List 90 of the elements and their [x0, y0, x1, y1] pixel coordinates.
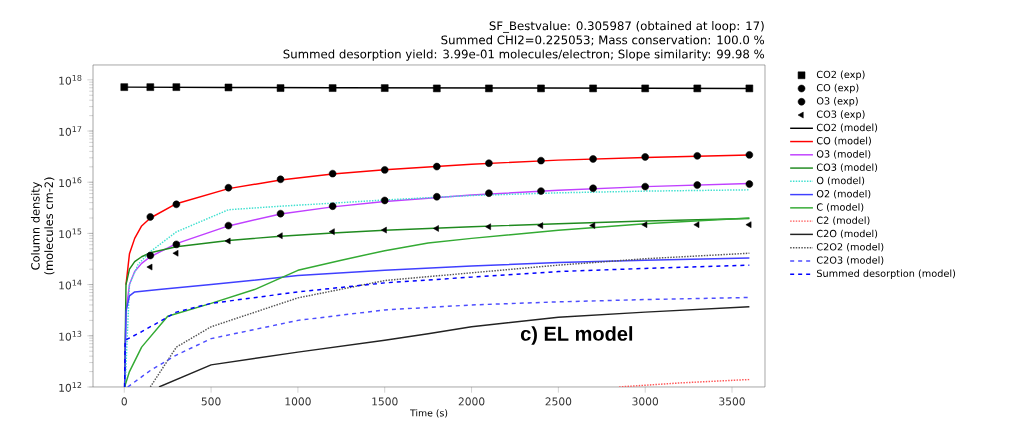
- point: [224, 83, 233, 92]
- y-tick-label: 10$^{16}$: [59, 177, 82, 188]
- point: [380, 196, 389, 205]
- point: [745, 221, 752, 228]
- legend-label: O3 (model): [816, 150, 871, 159]
- y-tick-label: 10$^{15}$: [59, 228, 82, 239]
- legend-label: CO (model): [816, 136, 871, 146]
- legend-label: C2O3 (model): [816, 256, 884, 265]
- point: [433, 162, 441, 171]
- point: [693, 84, 702, 93]
- point: [120, 83, 128, 91]
- y-tick-label: 10$^{12}$: [59, 382, 82, 392]
- x-tick-label: 500: [201, 397, 221, 406]
- point: [172, 249, 179, 257]
- legend-label: C2O2 (model): [816, 242, 884, 252]
- point: [328, 169, 337, 178]
- y-tick-label: 10$^{18}$: [59, 74, 82, 85]
- legend-label: CO3 (model): [816, 163, 878, 173]
- legend-label: O2 (model): [816, 189, 871, 199]
- point: [641, 84, 649, 93]
- point: [485, 223, 491, 230]
- point: [745, 180, 754, 188]
- point: [276, 232, 283, 240]
- y-tick-label: 10$^{17}$: [59, 126, 82, 136]
- legend-label: O (model): [816, 176, 865, 186]
- legend-label: C (model): [816, 203, 864, 212]
- point: [537, 187, 545, 195]
- x-tick-label: 3000: [632, 397, 659, 406]
- chart-title: SF_Bestvalue: 0.305987 (obtained at loop: 17): [489, 21, 764, 33]
- point: [172, 200, 181, 209]
- point: [589, 184, 597, 193]
- point: [537, 156, 545, 165]
- point: [485, 159, 493, 167]
- point: [589, 222, 596, 229]
- point: [485, 189, 493, 197]
- x-tick-label: 2500: [545, 397, 572, 406]
- point: [146, 263, 153, 271]
- y-tick-label: 10$^{14}$: [59, 279, 82, 290]
- legend-label: C2O (model): [816, 229, 878, 239]
- point: [328, 228, 335, 235]
- point: [172, 240, 181, 249]
- point: [380, 166, 389, 174]
- point: [641, 182, 649, 191]
- point: [380, 226, 387, 234]
- point: [328, 202, 337, 210]
- point: [537, 222, 544, 229]
- point: [276, 209, 285, 218]
- point: [146, 213, 155, 221]
- point: [433, 225, 439, 232]
- point: [693, 221, 700, 228]
- point: [224, 221, 233, 230]
- point: [745, 84, 754, 93]
- point: [276, 175, 285, 184]
- x-tick-label: 1000: [285, 397, 311, 406]
- point: [224, 184, 233, 192]
- point: [693, 152, 702, 160]
- point: [433, 193, 441, 201]
- point: [745, 151, 754, 159]
- y-axis-title: Column density (molecules cm-2): [30, 177, 55, 275]
- legend-label: CO2 (model): [816, 123, 878, 133]
- point: [146, 251, 155, 260]
- point: [224, 237, 231, 245]
- point: [641, 221, 648, 228]
- y-tick-label: 10$^{13}$: [59, 330, 82, 341]
- point: [485, 84, 493, 93]
- legend-label: CO3 (exp): [816, 110, 865, 120]
- point: [380, 84, 389, 92]
- legend-label: CO (exp): [816, 83, 859, 94]
- point: [276, 84, 285, 92]
- point: [693, 181, 702, 189]
- point: [328, 84, 337, 92]
- text: Summed desorption yield: 3.99e-01 molecules/electron; Slope similarity: 99.98 %: [283, 49, 765, 61]
- legend-label: Summed desorption (model): [816, 269, 956, 279]
- legend-label: O3 (exp): [816, 97, 858, 107]
- point: [589, 84, 597, 93]
- point: [589, 155, 597, 163]
- annotation: c) EL model: [520, 326, 633, 345]
- x-tick-label: 3500: [719, 397, 745, 406]
- legend-label: CO2 (exp): [816, 70, 865, 80]
- x-axis-title: Time (s): [410, 409, 448, 418]
- point: [641, 153, 649, 161]
- point: [146, 83, 155, 91]
- point: [433, 84, 441, 93]
- point: [537, 84, 545, 93]
- point: [172, 83, 181, 91]
- x-tick-label: 1500: [372, 397, 398, 406]
- x-tick-label: 0: [121, 397, 127, 406]
- chart-subtitle: Summed CHI2=0.225053; Mass conservation: 100.0 %: [441, 35, 765, 46]
- x-tick-label: 2000: [458, 397, 485, 406]
- legend-label: C2 (model): [816, 216, 870, 226]
